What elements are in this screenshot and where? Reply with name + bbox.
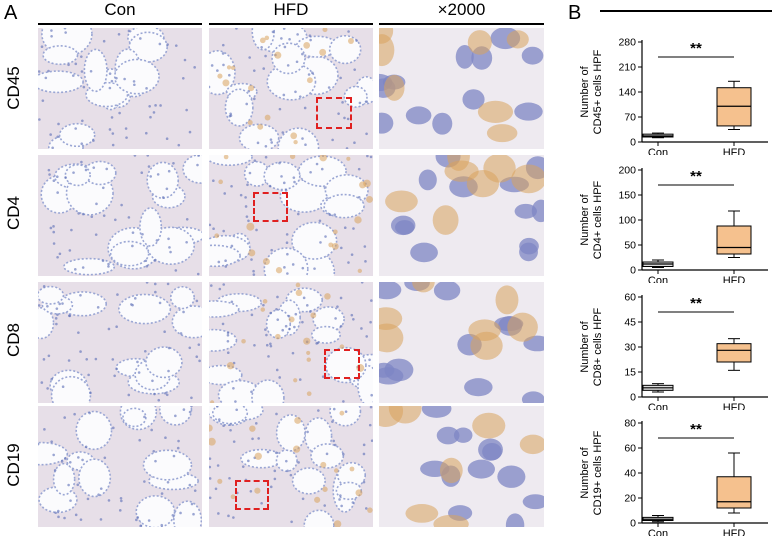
row-label-cd4: CD4 [4,196,23,231]
x-tick-label: Con [648,402,668,410]
micrograph-cd19-hfd [209,406,373,527]
boxplot-cd45: Number of CD45+ cells HPF 0 70 140 210 280 Con H… [570,32,775,160]
row-label-cd8: CD8 [4,323,23,358]
box-hfd [716,338,752,371]
y-tick-label: 0 [630,392,636,404]
ylabel-line1: Number of [579,65,591,117]
boxplot-cd19: Number of CD19+ cells HPF 0 20 40 60 80 Con HFD *… [570,413,775,541]
box-iqr [716,476,752,509]
box-con [642,132,674,139]
boxplot-cd8: Number of CD8+ cells HPF 0 15 30 45 60 Con HFD ** [570,287,775,415]
x-tick-label: HFD [723,402,746,410]
x-tick-label: HFD [723,147,746,155]
x-tick-label: Con [648,147,668,155]
significance-label: ** [690,168,702,185]
column-rule-con [38,23,202,25]
significance-label: ** [690,295,702,312]
micrograph-cd19-zoom [379,406,544,527]
x-tick-label: Con [648,275,668,283]
panel-a-letter: A [4,2,18,24]
y-tick-label: 100 [618,215,636,227]
y-tick-label: 140 [618,87,636,99]
column-header-hfd: HFD [273,0,309,19]
y-tick-label: 30 [624,342,636,354]
significance-label: ** [690,421,702,438]
significance-label: ** [690,40,702,57]
micrograph-cd4-zoom [379,155,544,276]
micrograph-cd4-hfd [209,155,373,276]
micrograph-cd8-hfd [209,282,373,403]
y-tick-label: 210 [618,62,636,74]
row-label-cd45: CD45 [4,66,23,110]
y-tick-label: 40 [624,468,636,480]
box-hfd [716,452,752,514]
y-tick-label: 50 [624,240,636,252]
micrograph-cd8-con [38,282,202,403]
ylabel-line1: Number of [579,320,591,372]
ylabel-line2: CD8+ cells HPF [592,307,604,386]
panel-b-letter: B [568,2,582,24]
y-tick-label: 60 [624,292,636,304]
y-tick-label: 200 [618,165,636,177]
y-tick-label: 60 [624,443,636,455]
box-con [642,383,674,393]
zoom-box-cd19 [235,480,269,510]
y-tick-label: 80 [624,418,636,430]
boxplot-cd4: Number of CD4+ cells HPF 0 50 100 150 200 Con HF… [570,160,775,288]
x-tick-label: Con [648,528,668,536]
box-iqr [716,225,752,255]
column-rule-hfd [209,23,373,25]
zoom-box-cd45 [316,97,352,129]
y-tick-label: 0 [630,265,636,277]
column-header-zoom: ×2000 [437,0,486,19]
y-tick-label: 70 [624,112,636,124]
box-iqr [716,343,752,363]
column-header-con: Con [104,0,136,19]
y-tick-label: 0 [630,137,636,149]
panel-b-rule [600,10,772,12]
y-tick-label: 45 [624,317,636,329]
ylabel-line2: CD4+ cells HPF [592,180,604,259]
y-tick-label: 0 [630,518,636,530]
micrograph-cd45-hfd [209,28,373,149]
x-tick-label: HFD [723,275,746,283]
zoom-box-cd4 [253,192,288,222]
micrograph-cd45-zoom [379,28,544,149]
box-hfd [716,80,752,130]
y-tick-label: 280 [618,37,636,49]
box-hfd [716,210,752,258]
y-tick-label: 15 [624,367,636,379]
box-con [642,259,674,268]
ylabel-line2: CD19+ cells HPF [592,430,604,515]
ylabel-line1: Number of [579,193,591,245]
box-con [642,515,674,523]
micrograph-cd45-con [38,28,202,149]
micrograph-cd4-con [38,155,202,276]
row-label-cd19: CD19 [4,443,23,487]
micrograph-cd19-con [38,406,202,527]
y-tick-label: 150 [618,190,636,202]
zoom-box-cd8 [324,349,360,379]
ylabel-line2: CD45+ cells HPF [592,49,604,134]
y-tick-label: 20 [624,493,636,505]
x-tick-label: HFD [723,528,746,536]
column-rule-zoom [379,23,544,25]
micrograph-cd8-zoom [379,282,544,403]
ylabel-line1: Number of [579,446,591,498]
